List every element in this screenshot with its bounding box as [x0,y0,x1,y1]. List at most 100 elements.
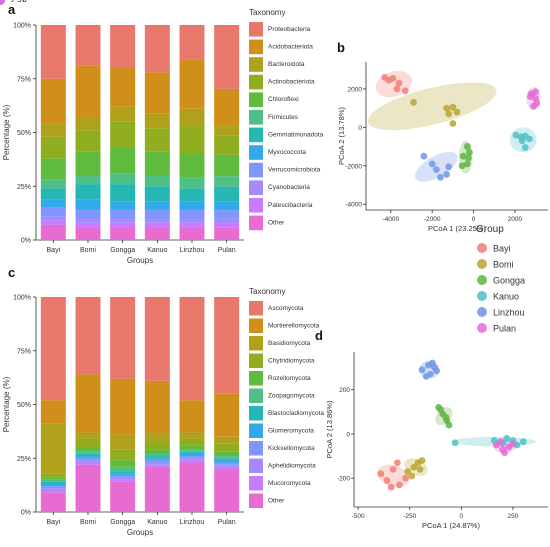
bar-segment-bayi-rozellomycota [40,477,66,480]
legend-label: Pulan [493,324,516,334]
y-tick-label: 0 [346,431,350,438]
legend-title: Taxonomy [249,8,285,17]
legend-label: Bacteroidota [268,61,305,68]
legend-label: Mucoromycota [268,480,311,487]
bar-segment-linzhou-basidiomycota [179,432,205,439]
bar-segment-kanuo-basidiomycota [144,432,170,442]
legend-key-bacteroidota [249,57,263,72]
bar-segment-kanuo-actinobacteriota [144,128,170,152]
bar-segment-bayi-gemmatimonadota [40,188,66,200]
legend-label: Blastocladiomycota [268,410,324,417]
y-tick-label: 0% [21,510,31,517]
bar-segment-pulan-actinobacteriota [214,135,240,155]
legend-label: Bayi [0,0,18,2]
bar-segment-pulan-kickxellomycota [214,462,240,465]
bar-segment-pulan-proteobacteria [214,25,240,89]
legend-key-kickxellomycota [249,441,263,456]
bar-segment-bayi-glomeromycota [40,484,66,487]
scatter-point-bomi [416,465,424,473]
x-tick-label: Bomi [80,247,96,254]
scatter-point-bomi [418,457,426,464]
legend-label: Rozellomycota [268,375,311,382]
scatter-point-pulan [501,449,509,457]
y-tick-label: 100% [13,23,31,30]
scatter-point-linzhou [420,152,428,160]
bar-segment-pulan-glomeromycota [214,460,240,463]
bar-segment-bomi-aphelidiomycota [75,460,101,463]
bar-segment-pulan-chloroflexi [214,154,240,177]
bar-segment-bayi-other [40,492,66,512]
bar-segment-bayi-firmicutes [40,179,66,189]
x-tick-label: Bayi [47,247,61,254]
legend-label: Ascomycota [268,305,304,312]
scatter-point-bayi [402,474,409,482]
scatter-point-gongga [463,160,471,168]
bar-segment-pulan-basidiomycota [214,436,240,444]
bar-segment-pulan-other [214,227,240,240]
bar-segment-gongga-ascomycota [110,297,136,379]
bar-segment-bomi-other [75,227,101,240]
scatter-point-bomi [404,468,412,475]
bar-segment-bayi-acidobacteriota [40,78,66,124]
x-tick-label: -4000 [383,216,400,223]
bar-segment-bomi-rozellomycota [75,447,101,452]
bar-segment-pulan-blastocladiomycota [214,458,240,461]
bar-segment-gongga-kickxellomycota [110,475,136,478]
bar-segment-linzhou-glomeromycota [179,453,205,457]
bar-segment-kanuo-other [144,227,170,240]
bar-segment-gongga-acidobacteriota [110,68,136,107]
scatter-point-gongga [463,143,471,150]
x-tick-label: Pulan [218,519,236,526]
x-tick-label: -250 [403,513,416,520]
x-axis-title: PCoA 1 (23.25%) [428,224,486,233]
bar-segment-linzhou-zoopagomycota [179,449,205,452]
legend-label: Kanuo [0,0,26,2]
legend-key-mortierellomycota [249,318,263,333]
bar-segment-kanuo-mortierellomycota [144,380,170,433]
bar-segment-gongga-other [110,481,136,512]
scatter-point-bomi [449,120,457,127]
scatter-point-bomi [410,463,418,471]
scatter-point-bayi [393,85,401,93]
scatter-point-gongga [437,406,445,413]
scatter-point-bomi [443,104,451,112]
panel-label-d: d [315,328,323,343]
bar-segment-bomi-myxococcota [75,199,101,210]
panel-label-c: c [8,265,15,280]
legend-label: Linzhou [0,0,32,2]
legend-key-actinobacteriota [249,74,263,90]
legend-key-blastocladiomycota [249,406,263,421]
bar-segment-linzhou-chloroflexi [179,154,205,178]
bar-segment-linzhou-aphelidiomycota [179,458,205,461]
scatter-point-bomi [408,472,416,480]
y-tick-label: 0 [358,125,362,132]
legend-key-aphelidiomycota [249,458,263,473]
bar-segment-linzhou-actinobacteriota [179,126,205,154]
scatter-point-gongga [466,148,473,156]
legend-label: Chloroflexi [268,96,299,103]
bar-segment-bomi-bacteroidota [75,117,101,131]
scatter-point-bayi [385,76,393,84]
scatter-point-linzhou [429,359,436,367]
bar-segment-bayi-kickxellomycota [40,486,66,489]
bar-segment-bomi-ascomycota [75,297,101,375]
bar-segment-bomi-glomeromycota [75,456,101,459]
legend-label: Gemmatimonadota [268,131,324,138]
bar-segment-bomi-mucoromycota [75,462,101,465]
scatter-point-bomi [453,108,461,116]
bar-segment-bayi-myxococcota [40,199,66,208]
x-axis-title: Groups [127,528,153,537]
bar-segment-bayi-aphelidiomycota [40,488,66,491]
legend-label: Zoopagomycota [268,392,315,399]
legend-key-linzhou [477,307,487,317]
scatter-point-bayi [387,483,395,491]
bar-segment-kanuo-chloroflexi [144,151,170,176]
bar-segment-kanuo-firmicutes [144,175,170,187]
scatter-point-linzhou [432,166,440,174]
legend-label: Bayi [493,244,511,254]
bar-segment-bomi-zoopagomycota [75,451,101,454]
x-tick-label: Kanuo [147,247,167,254]
legend-label: Acidobacteriota [268,43,313,50]
bar-segment-bayi-other [40,224,66,240]
bar-segment-linzhou-chytridiomycota [179,438,205,446]
